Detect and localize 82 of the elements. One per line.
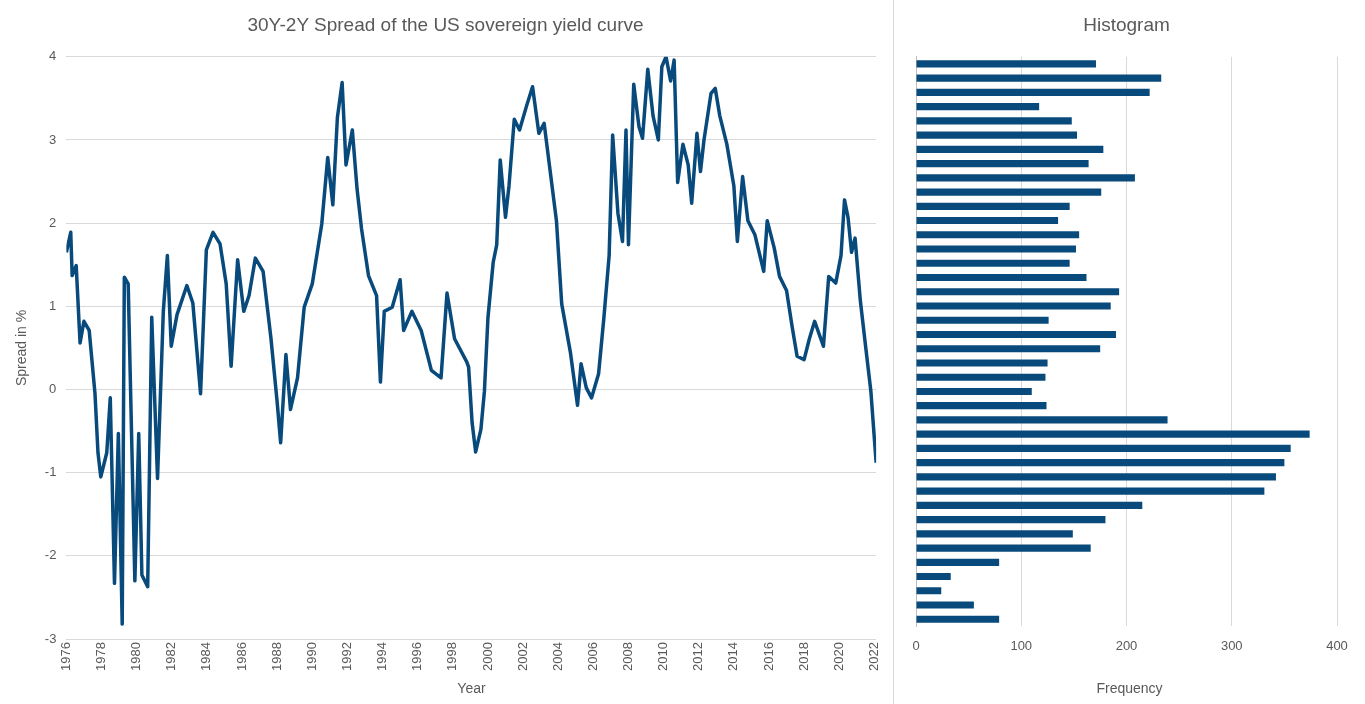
bar	[916, 202, 1070, 210]
bar	[916, 160, 1089, 168]
y-tick-label: 1	[49, 297, 57, 313]
bar	[916, 217, 1059, 225]
x-tick-label: 0	[912, 637, 920, 653]
bar	[916, 103, 1040, 111]
bar	[916, 430, 1310, 438]
x-tick-label: 300	[1220, 637, 1243, 653]
x-tick-label: 2016	[760, 642, 776, 671]
bar	[916, 402, 1047, 410]
x-tick-label: 100	[1010, 637, 1033, 653]
bar	[916, 487, 1265, 495]
bar	[916, 188, 1102, 196]
x-tick-label: 1990	[303, 642, 319, 671]
x-tick-label: 2014	[725, 642, 741, 671]
bar	[916, 359, 1048, 367]
x-tick-label: 2022	[865, 642, 881, 671]
bar	[916, 615, 1000, 623]
x-tick-label: 2006	[584, 642, 600, 671]
x-tick-label: 2012	[690, 642, 706, 671]
chart-title: Histogram	[1083, 13, 1170, 35]
y-tick-label: -2	[44, 547, 57, 563]
x-tick-label: 2004	[549, 642, 565, 671]
x-tick-label: 1994	[374, 642, 390, 671]
x-tick-label: 2020	[830, 642, 846, 671]
bar	[916, 288, 1120, 296]
bar	[916, 145, 1104, 153]
bar	[916, 117, 1072, 125]
x-tick-label: 2002	[514, 642, 530, 671]
bar	[916, 131, 1078, 139]
bar	[916, 501, 1143, 509]
y-tick-label: 3	[49, 131, 57, 147]
bar	[916, 231, 1080, 239]
bar	[916, 573, 951, 581]
y-axis-title: Spread in %	[13, 309, 30, 387]
x-tick-label: 1996	[409, 642, 425, 671]
y-tick-label: -3	[44, 630, 57, 646]
y-tick-label: 2	[49, 214, 57, 230]
x-tick-label: 1982	[163, 642, 179, 671]
bar	[916, 416, 1168, 424]
x-tick-label: 400	[1326, 637, 1348, 653]
bar	[916, 530, 1073, 538]
chart-title: 30Y-2Y Spread of the US sovereign yield curve	[247, 13, 644, 35]
x-tick-label: 2000	[479, 642, 495, 671]
x-axis-title: Frequency	[1095, 680, 1164, 696]
y-tick-label: 0	[49, 381, 57, 397]
x-axis-title: Year	[456, 680, 487, 696]
x-tick-label: 1998	[444, 642, 460, 671]
bar	[916, 330, 1116, 339]
bar	[916, 88, 1150, 96]
bar	[916, 516, 1106, 524]
bar	[916, 60, 1096, 68]
x-tick-label: 2008	[620, 642, 636, 671]
bar	[916, 373, 1046, 381]
bar	[916, 601, 974, 609]
x-tick-label: 1992	[338, 642, 354, 671]
x-tick-label: 1980	[128, 642, 144, 671]
bar	[916, 245, 1076, 253]
bar	[916, 544, 1091, 552]
x-tick-label: 1988	[268, 642, 284, 671]
x-tick-label: 2018	[795, 642, 811, 671]
x-tick-label: 1978	[93, 642, 109, 671]
y-tick-label: -1	[44, 464, 57, 480]
bar	[916, 444, 1291, 452]
x-tick-label: 1976	[57, 642, 73, 671]
bar	[916, 174, 1135, 182]
x-tick-label: 2010	[655, 642, 671, 671]
bar	[916, 345, 1101, 353]
bar	[916, 387, 1032, 395]
bar	[916, 273, 1087, 282]
bar	[916, 316, 1049, 324]
bar	[916, 74, 1162, 82]
x-tick-label: 1986	[233, 642, 249, 671]
bar	[916, 587, 942, 595]
bar	[916, 259, 1070, 267]
bar	[916, 473, 1276, 481]
x-tick-label: 1984	[198, 642, 214, 671]
bar	[916, 302, 1111, 310]
bar	[916, 558, 1000, 566]
bar	[916, 459, 1285, 467]
x-tick-label: 200	[1115, 637, 1138, 653]
y-tick-label: 4	[49, 48, 57, 64]
